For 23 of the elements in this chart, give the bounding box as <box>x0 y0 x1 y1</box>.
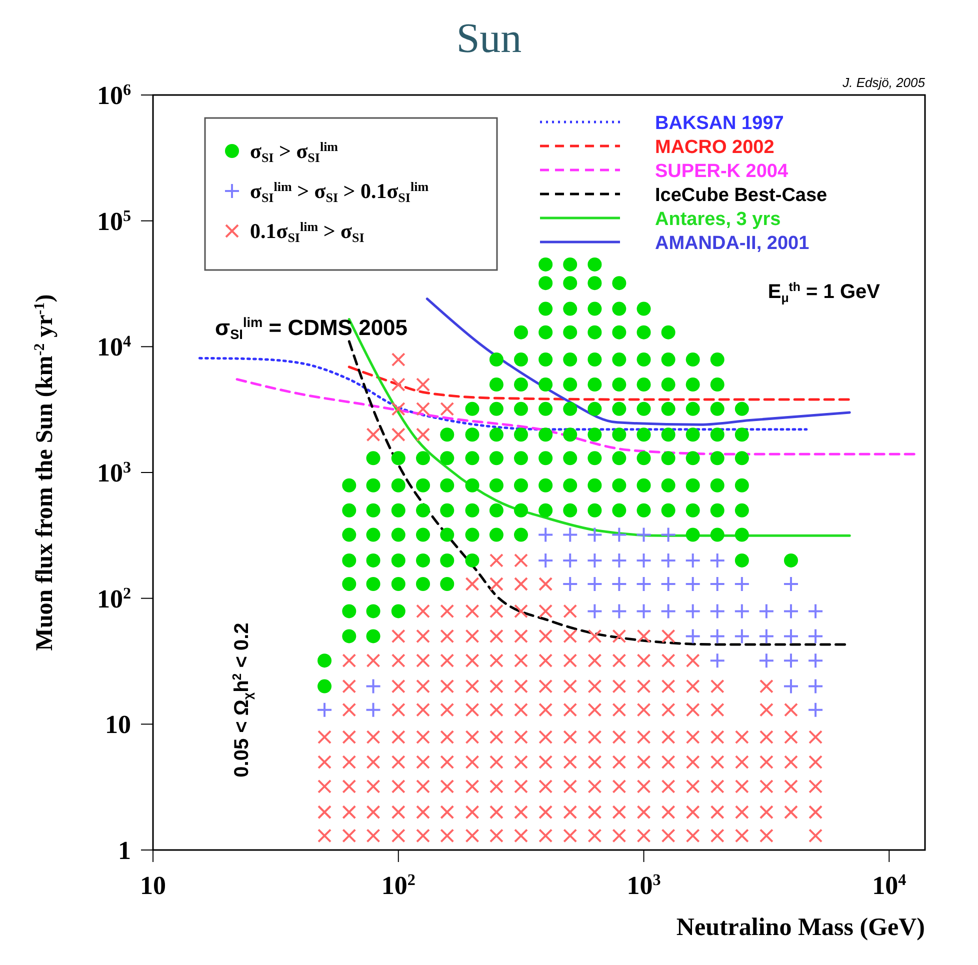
x-tick-label: 10 <box>140 871 166 900</box>
x-tick-label: 10$^{3}$ <box>626 871 661 900</box>
y-tick-label: 10$^{5}$ <box>96 206 131 236</box>
x-tick-label: 10$^{2}$ <box>381 871 416 900</box>
legend-label: Antares, 3 yrs <box>655 209 781 230</box>
y-tick-label: 10$^{2}$ <box>96 584 131 614</box>
legend-label: BAKSAN 1997 <box>655 113 784 134</box>
x-tick-label: 10$^{4}$ <box>872 871 906 900</box>
legend-label: MACRO 2002 <box>655 137 774 158</box>
legend-label: 0.1σ$_{SI}$$^{lim}$ > σ$_{SI}$ <box>250 218 364 245</box>
chart-title: Sun <box>456 16 522 62</box>
y-tick-label: 10$^{3}$ <box>96 458 131 488</box>
legend-label: SUPER-K 2004 <box>655 161 788 182</box>
y-tick-label: 10$^{4}$ <box>96 332 131 362</box>
text: J. Edsjö, 2005 <box>842 75 926 90</box>
annotation: E$_{μ}$$^{th}$ = 1 GeV <box>768 280 881 305</box>
annotation: σ$_{SI}$$^{lim}$ = CDMS 2005 <box>215 315 408 342</box>
legend-label: IceCube Best-Case <box>655 185 828 206</box>
y-tick-label: 10 <box>105 710 131 740</box>
x-axis-title: Neutralino Mass (GeV) <box>676 914 925 941</box>
legend-label: AMANDA-II, 2001 <box>655 233 810 254</box>
y-tick-label: 1 <box>118 836 131 865</box>
y-tick-label: 10$^{6}$ <box>96 81 131 110</box>
